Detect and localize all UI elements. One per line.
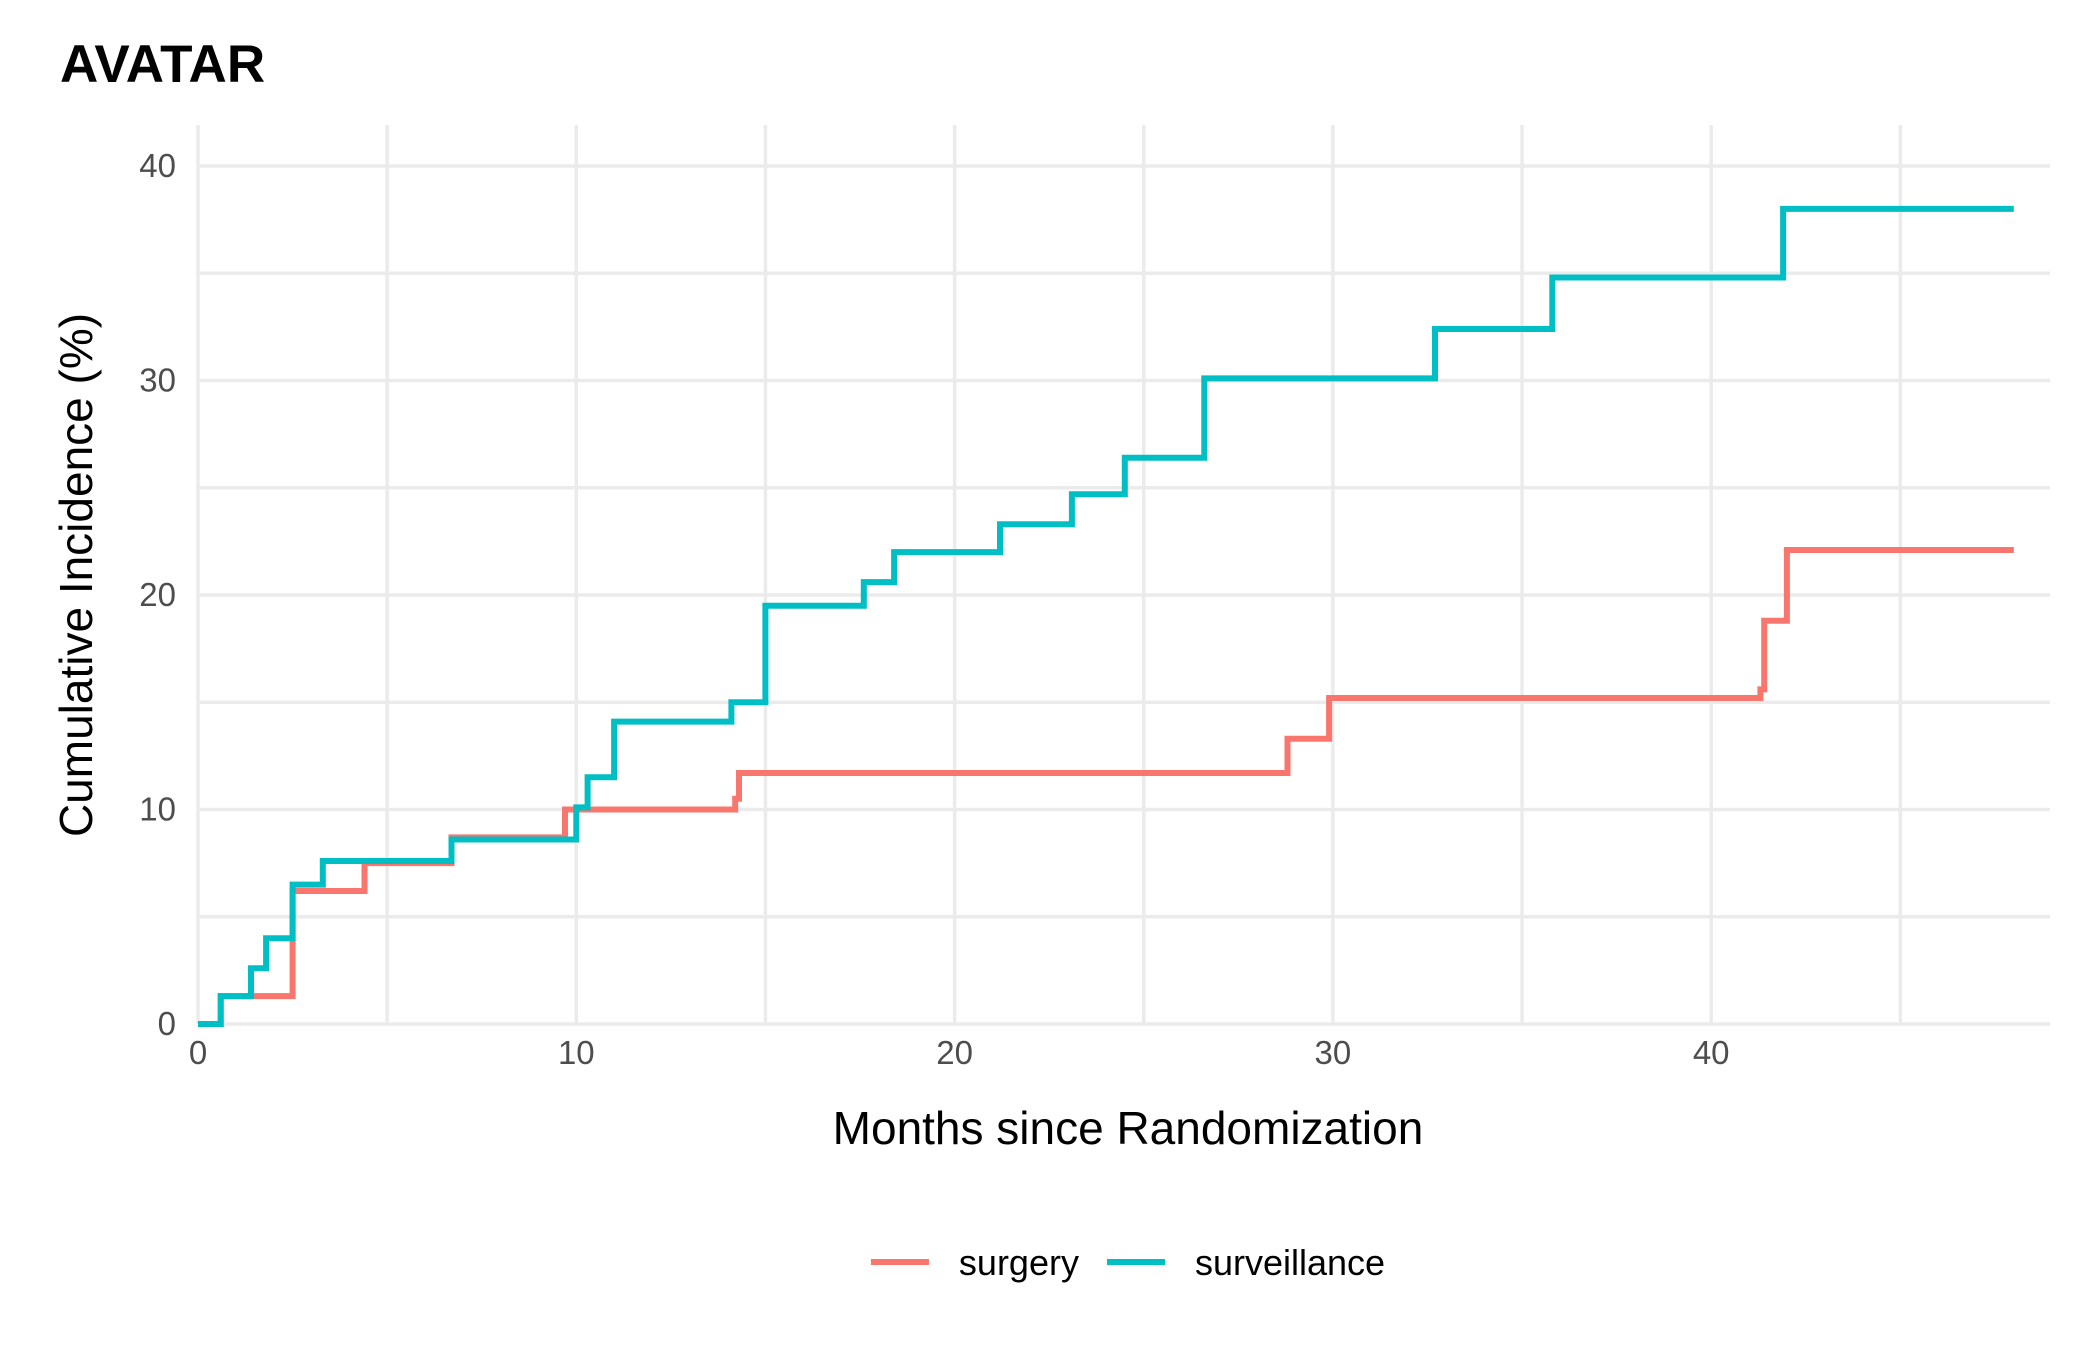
legend-label-surgery: surgery — [959, 1242, 1079, 1283]
x-axis-title: Months since Randomization — [833, 1102, 1424, 1154]
x-tick-label: 40 — [1693, 1034, 1730, 1071]
x-tick-label: 30 — [1315, 1034, 1352, 1071]
y-tick-label: 0 — [158, 1005, 176, 1042]
y-tick-label: 40 — [139, 147, 176, 184]
series-line-surgery — [198, 547, 2014, 1027]
y-axis-title: Cumulative Incidence (%) — [50, 313, 102, 837]
chart-title: AVATAR — [60, 35, 265, 94]
x-tick-label: 0 — [189, 1034, 207, 1071]
y-tick-label: 30 — [139, 362, 176, 399]
legend: surgery surveillance — [870, 1242, 1385, 1283]
series-line-surveillance — [198, 205, 2014, 1027]
y-tick-label: 20 — [139, 576, 176, 613]
series-lines — [198, 205, 2014, 1027]
y-tick-label: 10 — [139, 791, 176, 828]
tick-labels: 0 10 20 30 40 0 10 20 30 40 — [139, 147, 1729, 1071]
x-tick-label: 20 — [936, 1034, 973, 1071]
grid — [196, 125, 2050, 1026]
x-tick-label: 10 — [558, 1034, 595, 1071]
legend-label-surveillance: surveillance — [1195, 1242, 1385, 1283]
